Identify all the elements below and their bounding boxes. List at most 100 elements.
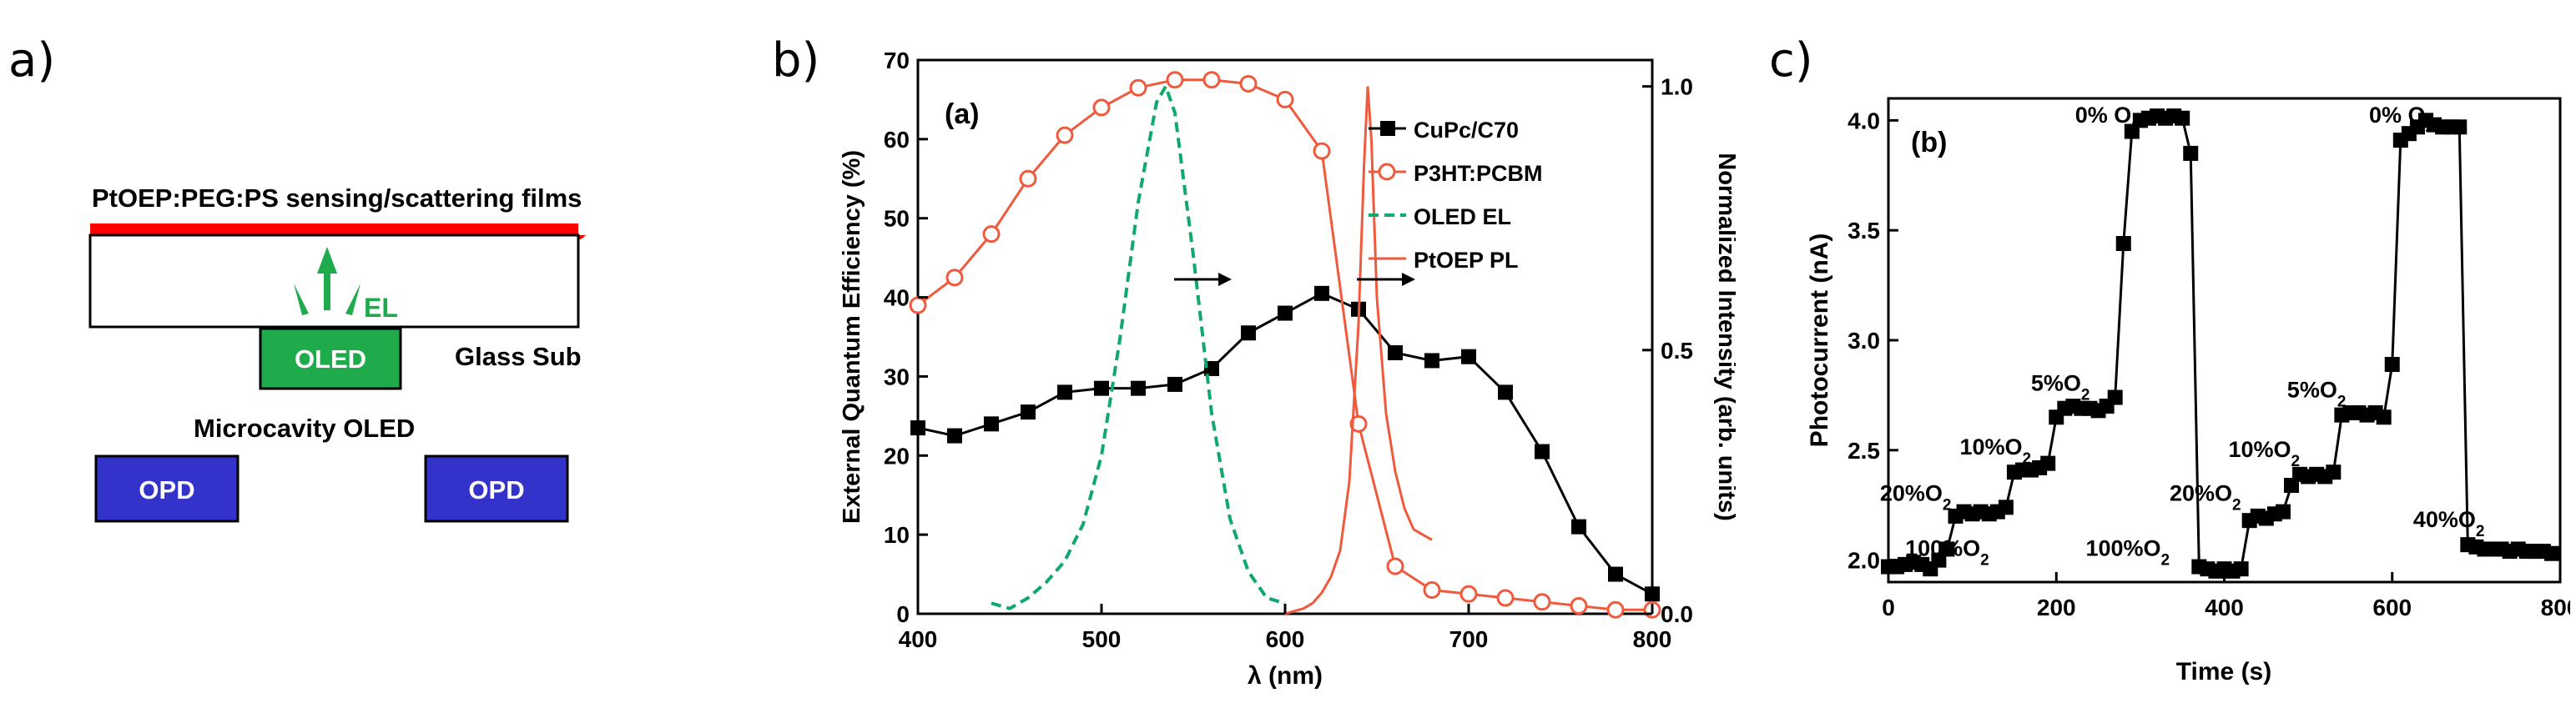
data-point-cupc-c70 <box>1167 376 1182 392</box>
device-schematic: PtOEP:PEG:PS sensing/scattering films EL… <box>88 183 586 523</box>
annotation-o2-level: 5%O2 <box>2287 378 2347 411</box>
chart-c-inset-label: (b) <box>1911 127 1947 158</box>
data-point-p3ht-pcbm <box>909 296 927 314</box>
chart-b-xtick-label: 500 <box>1082 626 1122 652</box>
chart-b-arrows <box>1174 273 1415 286</box>
annotation-o2-level: 40%O2 <box>2413 507 2485 540</box>
chart-b-ylabel: External Quantum Efficiency (%) <box>839 150 865 524</box>
chart-b-ytick-label: 40 <box>884 285 910 311</box>
opd-right-box <box>424 454 569 523</box>
data-point-p3ht-pcbm <box>982 225 1001 244</box>
chart-b-xtick-label: 400 <box>899 626 938 652</box>
data-point-p3ht-pcbm <box>1496 589 1515 607</box>
data-point-cupc-c70 <box>1021 404 1036 420</box>
spectra-chart: 400 500 600 700 8000102030405060700.00.51.0 … <box>839 48 1736 690</box>
chart-b-ytick-label: 20 <box>884 443 910 469</box>
el-arrows <box>294 247 360 315</box>
opd-right-label: OPD <box>468 475 524 505</box>
chart-c-ytick-label: 2.0 <box>1848 548 1880 574</box>
data-point-photocurrent <box>2543 545 2559 561</box>
series-line-oled-el <box>991 82 1286 610</box>
data-point-p3ht-pcbm <box>1239 74 1258 93</box>
chart-b-ytick-label: 0 <box>896 601 910 627</box>
legend-cupc: CuPc/C70 <box>1414 118 1519 143</box>
chart-b-ytick-label: 50 <box>884 206 910 232</box>
data-point-p3ht-pcbm <box>1606 600 1625 619</box>
data-point-cupc-c70 <box>1645 586 1660 602</box>
panel-label-b: b) <box>772 33 820 88</box>
data-point-p3ht-pcbm <box>1313 142 1331 160</box>
series-line-cupc-c70 <box>917 292 1653 595</box>
data-point-p3ht-pcbm <box>1092 98 1111 117</box>
data-point-p3ht-pcbm <box>1019 169 1037 188</box>
data-point-photocurrent <box>2275 504 2291 520</box>
data-point-photocurrent <box>2326 464 2342 480</box>
data-point-photocurrent <box>2107 389 2123 405</box>
panel-label-a: a) <box>8 33 56 88</box>
chart-b-xtick-label: 800 <box>1633 626 1672 652</box>
opd-left-label: OPD <box>139 475 194 505</box>
data-point-photocurrent <box>1998 500 2014 515</box>
data-point-p3ht-pcbm <box>1386 557 1404 575</box>
annotation-o2-level: 5%O2 <box>2031 371 2090 404</box>
chart-b-ytick-label: 10 <box>884 522 910 548</box>
data-point-cupc-c70 <box>1535 444 1550 459</box>
el-label: EL <box>364 293 398 323</box>
data-point-cupc-c70 <box>1608 566 1623 582</box>
data-point-cupc-c70 <box>1498 384 1513 400</box>
chart-b-xtick-label: 700 <box>1449 626 1489 652</box>
glass-label: Glass Sub <box>455 342 582 371</box>
chart-b-xtick-label: 600 <box>1266 626 1305 652</box>
data-point-photocurrent <box>2376 409 2392 425</box>
panel-label-c: c) <box>1769 33 1813 88</box>
chart-c-xtick-label: 800 <box>2541 595 2570 620</box>
chart-b-frame <box>916 58 1654 615</box>
data-point-photocurrent <box>2175 110 2190 126</box>
data-point-p3ht-pcbm <box>945 269 964 287</box>
annotation-o2-level: 20%O2 <box>1880 481 1952 515</box>
data-point-cupc-c70 <box>1388 344 1403 360</box>
legend-p3ht: P3HT:PCBM <box>1414 161 1543 186</box>
data-point-photocurrent <box>2233 561 2249 577</box>
chart-c-xtick-label: 600 <box>2372 595 2412 620</box>
chart-b-inset-label: (a) <box>945 98 980 130</box>
data-point-p3ht-pcbm <box>1459 585 1478 603</box>
chart-c-ytick-label: 4.0 <box>1848 108 1880 133</box>
annotation-o2-level: 20%O2 <box>2170 481 2241 515</box>
data-point-p3ht-pcbm <box>1276 90 1294 108</box>
chart-c-ytick-label: 3.5 <box>1848 218 1880 244</box>
series-line-ptoep-pl <box>1284 86 1433 615</box>
chart-b-ytick-right-label: 1.0 <box>1661 74 1693 100</box>
data-point-cupc-c70 <box>1131 380 1146 396</box>
chart-b-ylabel-right: Normalized Intensity (arb. units) <box>1713 153 1736 521</box>
series-line-p3ht-pcbm <box>917 78 1652 611</box>
chart-b-ytick-label: 70 <box>884 48 910 73</box>
data-point-cupc-c70 <box>947 428 962 444</box>
chart-c-ytick-label: 2.5 <box>1848 438 1880 464</box>
data-point-cupc-c70 <box>1204 360 1219 376</box>
data-point-p3ht-pcbm <box>1423 581 1441 600</box>
data-point-cupc-c70 <box>1094 380 1109 396</box>
annotation-o2-level: 10%O2 <box>2228 437 2300 470</box>
annotation-o2-level: 100%O2 <box>2085 535 2170 569</box>
chart-c-ytick-label: 3.0 <box>1848 328 1880 354</box>
data-point-photocurrent <box>2040 455 2056 471</box>
legend-oled: OLED EL <box>1414 204 1511 229</box>
chart-b-ytick-label: 30 <box>884 364 910 389</box>
chart-c-xtick-label: 400 <box>2205 595 2244 620</box>
data-point-cupc-c70 <box>1314 285 1329 301</box>
glass-substrate <box>88 233 580 329</box>
data-point-cupc-c70 <box>1278 305 1293 321</box>
chart-b-ytick-label: 60 <box>884 127 910 153</box>
data-point-cupc-c70 <box>984 416 999 432</box>
data-point-cupc-c70 <box>910 420 925 436</box>
data-point-photocurrent <box>2452 119 2468 135</box>
data-point-photocurrent <box>2384 357 2400 372</box>
data-point-p3ht-pcbm <box>1166 71 1184 89</box>
chart-c-xlabel: Time (s) <box>2176 658 2271 685</box>
photocurrent-chart: 02004006008002.02.53.03.54.0 0% O25%O210… <box>1806 97 2570 685</box>
opd-left-box <box>94 454 239 523</box>
chart-b-legend: CuPc/C70 P3HT:PCBM OLED EL PtOEP PL <box>1369 118 1543 273</box>
data-point-cupc-c70 <box>1424 353 1439 369</box>
data-point-cupc-c70 <box>1461 349 1476 364</box>
